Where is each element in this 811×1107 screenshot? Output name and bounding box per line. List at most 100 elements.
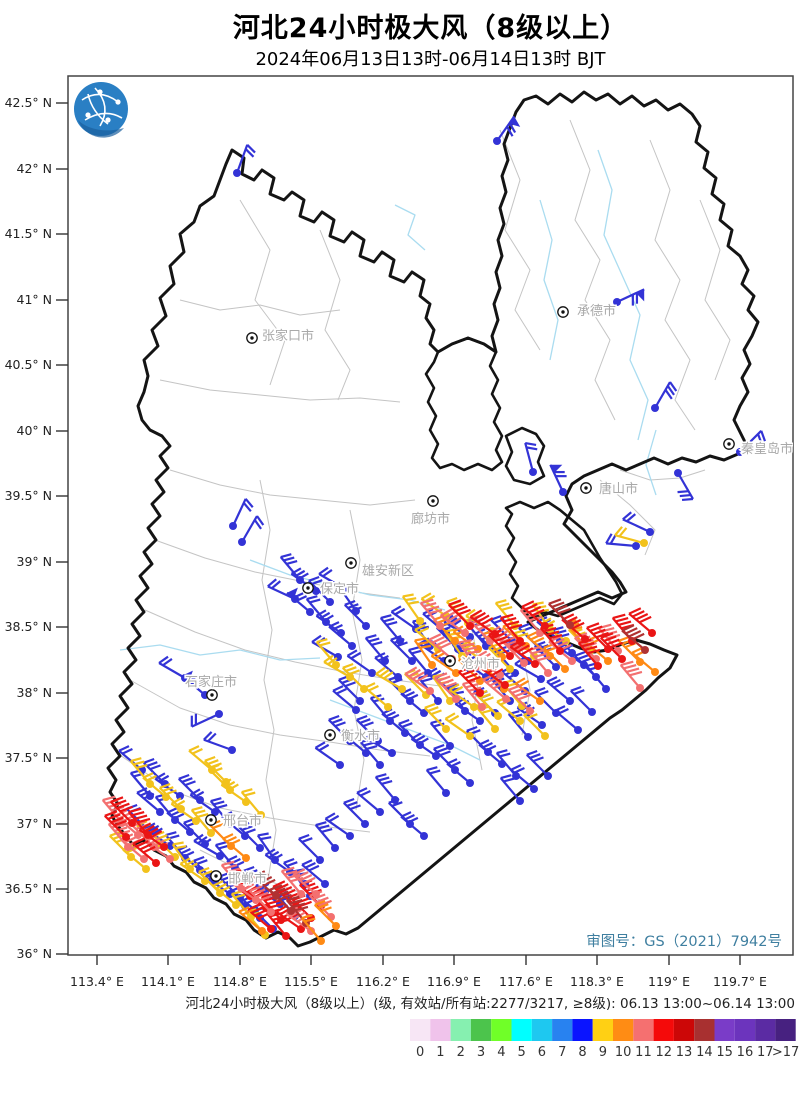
- barb-feather: [390, 605, 402, 613]
- barb-feather: [388, 713, 400, 721]
- wind-barb: [375, 666, 406, 693]
- barb-feather: [481, 709, 493, 714]
- city-marker-inner: [306, 586, 310, 590]
- wind-barb: [457, 639, 480, 671]
- wind-barb: [240, 788, 265, 819]
- barb-feather: [511, 687, 525, 695]
- barb-feather: [606, 638, 620, 646]
- barb-feather: [412, 671, 425, 680]
- barb-feather: [439, 750, 451, 757]
- barb-feather: [286, 895, 300, 902]
- barb-feather: [318, 899, 332, 907]
- x-axis-label: 116.9° E: [427, 974, 481, 989]
- wind-barb: [469, 609, 499, 638]
- barb-feather: [614, 526, 623, 536]
- legend-tick-label: 9: [599, 1045, 607, 1060]
- barb-feather: [224, 864, 238, 870]
- legend-swatch: [592, 1019, 613, 1041]
- barb-feather: [408, 668, 421, 678]
- barb-feather: [302, 876, 316, 885]
- county-line: [179, 299, 341, 316]
- barb-feather: [386, 621, 398, 626]
- barb-feather: [142, 845, 156, 854]
- barb-feather: [600, 632, 614, 639]
- barb-feather: [118, 745, 130, 752]
- barb-feather: [756, 433, 763, 445]
- barb-feather: [360, 789, 371, 797]
- barb-feather: [213, 800, 225, 806]
- wind-barb: [301, 859, 329, 888]
- barb-feather: [305, 885, 319, 893]
- barb-feather: [356, 714, 368, 721]
- barb-feather: [179, 857, 191, 865]
- barb-feather: [495, 599, 507, 605]
- barb-feather: [183, 859, 195, 868]
- wind-barb: [401, 593, 424, 625]
- legend-tick-label: 2: [457, 1045, 465, 1060]
- wind-barb: [314, 741, 344, 769]
- legend-tick-label: 12: [655, 1045, 672, 1060]
- barb-feather: [108, 819, 122, 826]
- barb-feather: [426, 667, 438, 675]
- barb-feather: [216, 804, 228, 809]
- barb-feather: [574, 650, 586, 657]
- x-axis-label: 116.2° E: [356, 974, 410, 989]
- barb-feather: [286, 560, 298, 565]
- barb-feather: [323, 654, 334, 663]
- barb-feather: [548, 598, 562, 605]
- barb-feather: [473, 611, 486, 621]
- barb-feather: [368, 637, 380, 643]
- county-line: [599, 479, 656, 556]
- city-marker-inner: [431, 499, 435, 503]
- barb-feather: [620, 660, 634, 667]
- city: 承德市: [557, 302, 618, 321]
- barb-feather: [283, 857, 295, 864]
- barb-feather: [514, 690, 528, 698]
- barb-feather: [136, 840, 149, 848]
- barb-feather: [448, 683, 460, 691]
- barb-feather: [638, 615, 652, 624]
- barb-feather: [142, 824, 155, 834]
- barb-feather: [143, 757, 155, 764]
- county-line: [569, 119, 616, 421]
- barb-feather: [298, 833, 310, 840]
- barb-feather: [438, 641, 452, 650]
- barb-feather: [314, 899, 326, 906]
- city-label: 石家庄市: [185, 674, 237, 690]
- wind-barb: [110, 796, 136, 827]
- barb-feather: [586, 622, 600, 629]
- barb-feather: [241, 825, 253, 832]
- barb-feather: [432, 636, 445, 644]
- barb-feather: [429, 769, 441, 775]
- barb-feather: [321, 828, 333, 833]
- city-marker-inner: [214, 874, 218, 878]
- barb-feather: [618, 635, 630, 642]
- barb-flag: [636, 289, 645, 302]
- barb-feather: [482, 696, 494, 703]
- legend-tick-label: 16: [737, 1045, 754, 1060]
- barb-feather: [252, 888, 266, 896]
- barb-feather: [253, 519, 262, 530]
- barb-feather: [426, 605, 440, 611]
- barb-feather: [224, 780, 236, 789]
- barb-feather: [345, 666, 357, 673]
- legend-swatch: [511, 1019, 532, 1041]
- barb-feather: [589, 625, 603, 633]
- wind-barb: [526, 749, 552, 780]
- barb-feather: [508, 671, 520, 679]
- barb-feather: [517, 632, 529, 638]
- barb-feather: [230, 870, 244, 877]
- wind-barb: [132, 837, 160, 867]
- barb-feather: [410, 732, 422, 740]
- barb-feather: [301, 859, 313, 866]
- barb-feather: [341, 587, 353, 592]
- barb-feather: [332, 685, 344, 692]
- legend-swatch: [552, 1019, 573, 1041]
- barb-feather: [292, 902, 306, 908]
- barb-feather: [210, 762, 222, 769]
- barb-feather: [375, 666, 386, 675]
- barb-feather: [437, 675, 451, 683]
